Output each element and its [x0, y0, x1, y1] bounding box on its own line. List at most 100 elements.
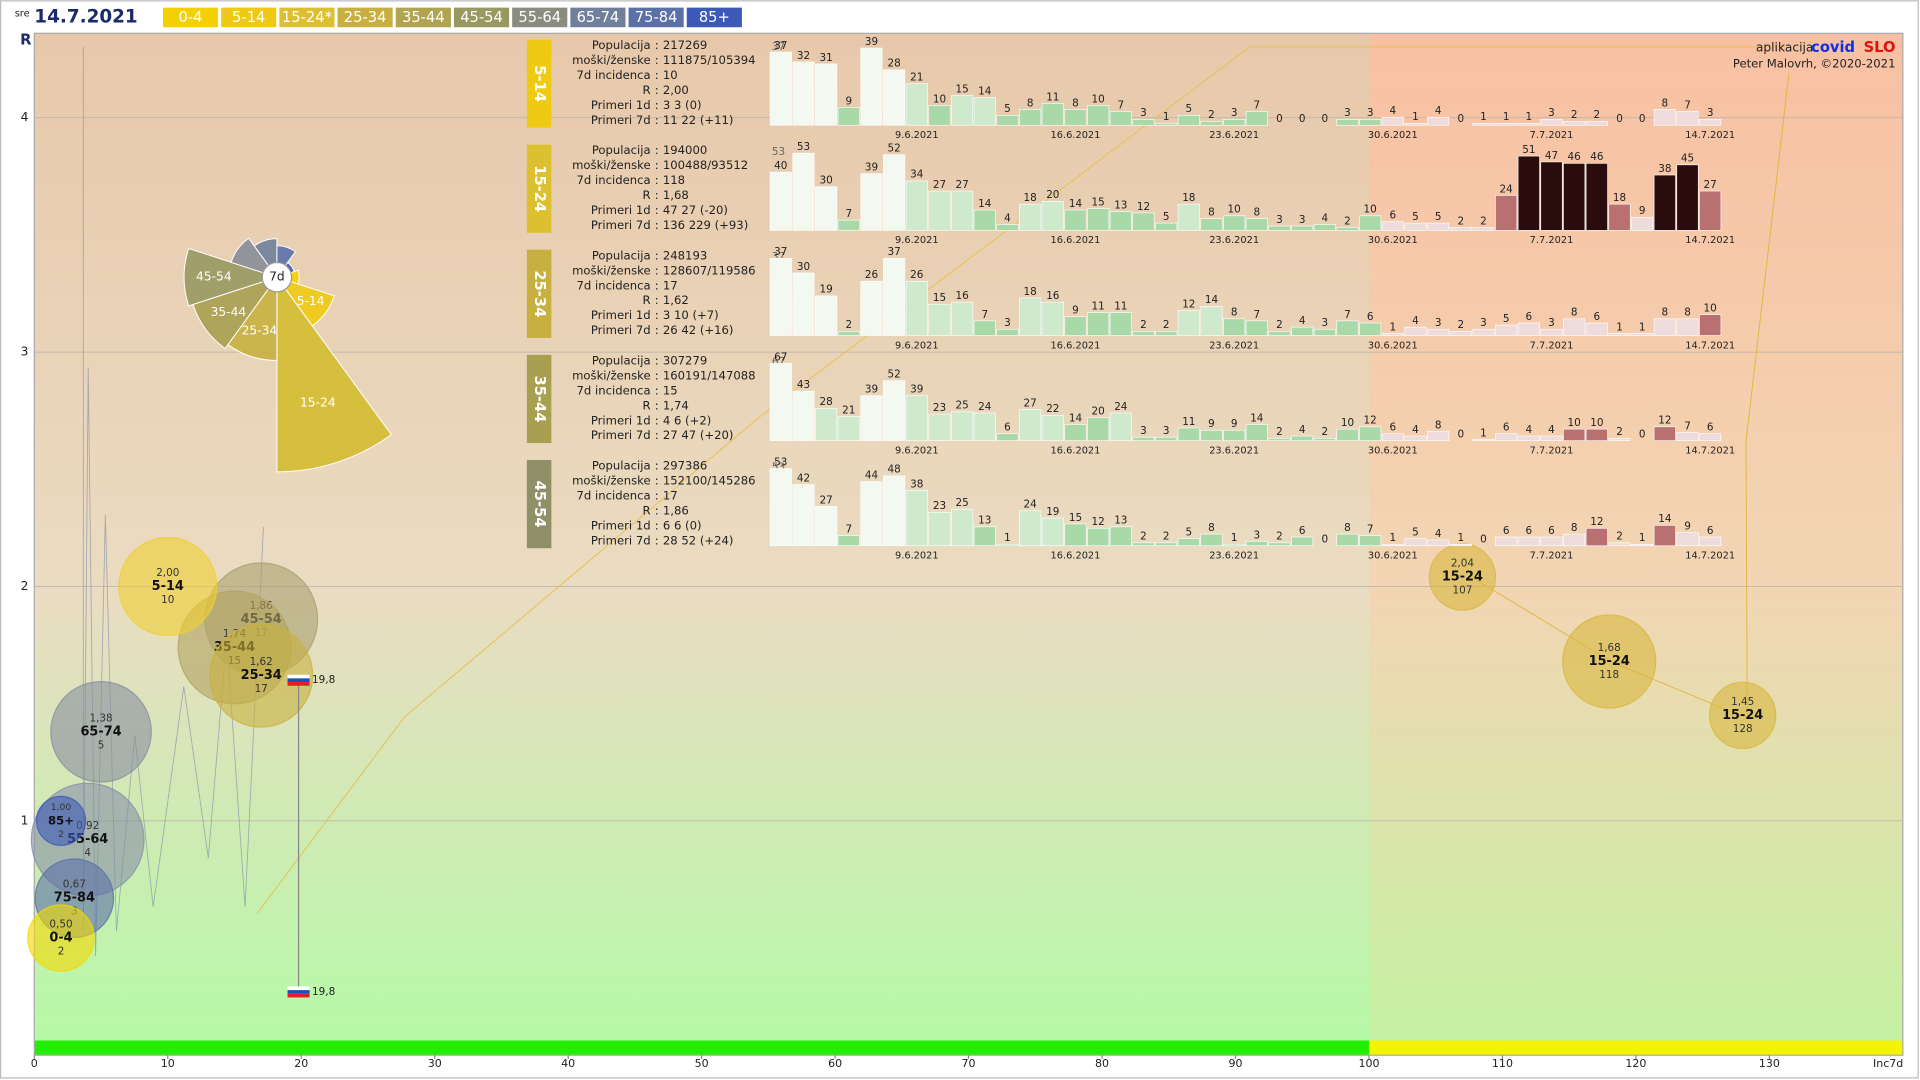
bar-value: 3	[1163, 425, 1170, 437]
flag-stripe	[287, 678, 310, 683]
bar	[1359, 215, 1382, 231]
bar	[837, 219, 860, 231]
bar	[951, 301, 974, 336]
bar	[837, 331, 860, 336]
info-label: 7d incidenca	[577, 489, 651, 503]
bar	[1155, 331, 1178, 336]
bar	[1563, 120, 1586, 126]
bubble	[50, 680, 152, 783]
info-value: 3 3 (0)	[663, 98, 702, 112]
bar-value: 0	[1639, 429, 1646, 441]
bar	[973, 526, 996, 547]
bar-value: 8	[1344, 522, 1351, 534]
info-value: 15	[663, 383, 678, 397]
info-sep: :	[655, 474, 659, 488]
info-label: Populacija	[592, 38, 651, 52]
bar-value: 2	[845, 319, 852, 331]
info-value: 6 6 (0)	[663, 518, 702, 532]
bar-value: 53	[797, 141, 810, 153]
info-value: 307279	[663, 353, 707, 367]
bar-value: 9	[1072, 305, 1079, 317]
bar	[1109, 111, 1132, 126]
bar-value: 2	[1276, 531, 1283, 543]
bar	[1404, 122, 1427, 126]
x-tick-label: 9.6.2021	[895, 340, 939, 351]
bar-value: 39	[865, 384, 878, 396]
info-value: 297386	[663, 459, 707, 473]
info-value: 248193	[663, 248, 707, 262]
info-label: Primeri 7d	[591, 113, 651, 127]
bar-value: 2	[1571, 109, 1578, 121]
info-value: 2,00	[663, 83, 689, 97]
bar-value: 13	[1114, 199, 1127, 211]
bar	[1200, 429, 1223, 441]
bar-value: 39	[910, 384, 923, 396]
flag-stripe	[287, 674, 310, 679]
y-tick-label: 3	[21, 345, 29, 359]
bubble-group: 85+	[48, 813, 74, 827]
bar-value: 12	[1590, 516, 1603, 528]
bar-value: 5	[1435, 211, 1442, 223]
bar-value: 14	[978, 198, 992, 210]
bar-value: 7	[1254, 99, 1261, 111]
info-value: 1,62	[663, 293, 689, 307]
bubble-r: 0,50	[49, 919, 72, 931]
info-label: R	[643, 503, 651, 517]
bar-value: 9	[1208, 418, 1215, 430]
bar	[1155, 436, 1178, 441]
bar-value: 0	[1616, 113, 1623, 125]
bar-value: 6	[1503, 525, 1510, 537]
rose-label: 15-24	[300, 396, 336, 410]
bar-value: 6	[1503, 422, 1510, 434]
bar	[1540, 161, 1563, 231]
x-tick-label: 60	[828, 1057, 842, 1070]
info-value: 3 10 (+7)	[663, 308, 719, 322]
bar-value: 14	[1069, 412, 1083, 424]
bar-value: 21	[910, 72, 923, 84]
bar	[769, 468, 792, 547]
info-sep: :	[655, 98, 659, 112]
info-value: 26 42 (+16)	[663, 323, 734, 337]
bar-value: 39	[865, 36, 878, 48]
bar	[860, 481, 883, 547]
bar-value: 1	[1004, 532, 1011, 544]
bar	[1427, 117, 1450, 126]
bar	[1517, 155, 1540, 231]
bar	[1653, 318, 1676, 336]
bar-value: 1	[1526, 111, 1533, 123]
bubble-r: 0,67	[63, 879, 86, 891]
bar	[1177, 538, 1200, 547]
bar-value: 1	[1458, 532, 1465, 544]
bar-value: 7	[845, 523, 852, 535]
x-axis-label: Inc7d	[1873, 1057, 1903, 1070]
legend-swatch	[453, 7, 510, 28]
bar	[1427, 539, 1450, 547]
legend-label: 45-54	[460, 9, 503, 26]
group-tab	[526, 354, 552, 444]
info-label: moški/ženske	[572, 368, 651, 382]
bubble-inc: 107	[1452, 585, 1472, 597]
info-sep: :	[655, 489, 659, 503]
lead-label: 37	[772, 41, 785, 53]
bar-value: 2	[1322, 426, 1329, 438]
bar-value: 0	[1322, 113, 1329, 125]
bar-value: 10	[1092, 93, 1105, 105]
bar	[973, 412, 996, 441]
bar-value: 0	[1458, 429, 1465, 441]
info-sep: :	[655, 83, 659, 97]
bar-value: 6	[1390, 422, 1397, 434]
info-label: Populacija	[592, 459, 651, 473]
bar-value: 2	[1344, 215, 1351, 227]
bar-value: 7	[1344, 309, 1351, 321]
bar	[905, 180, 928, 231]
bar	[815, 408, 838, 441]
rose-label: 5-14	[297, 294, 325, 308]
x-tick-label: 16.6.2021	[1051, 130, 1101, 141]
bar	[860, 47, 883, 126]
bar	[815, 63, 838, 126]
bar-value: 3	[1254, 529, 1261, 541]
bar	[837, 416, 860, 441]
x-tick-label: 23.6.2021	[1209, 551, 1259, 562]
info-value: 128607/119586	[663, 263, 756, 277]
